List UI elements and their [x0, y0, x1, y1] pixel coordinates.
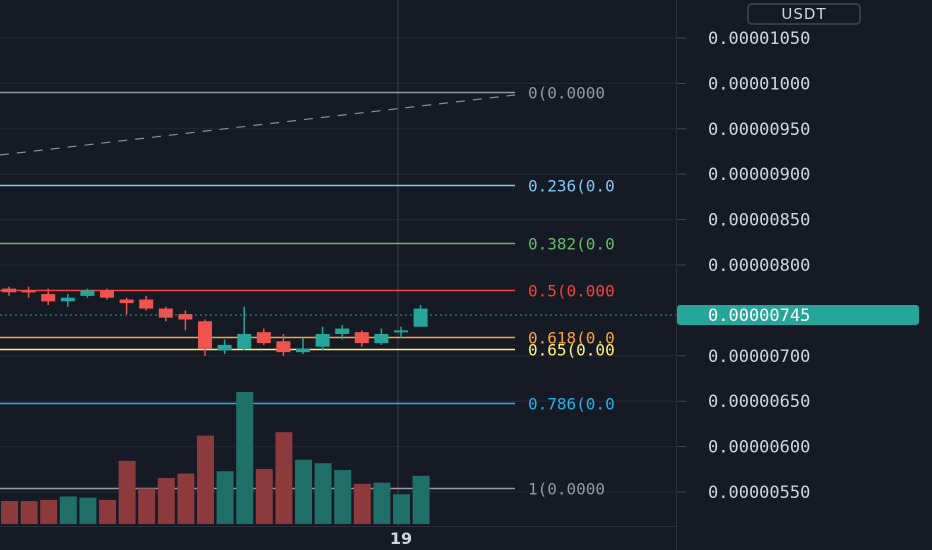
- currency-label: USDT: [781, 5, 826, 23]
- price-tick-label: 0.00000600: [708, 438, 810, 458]
- candle-body: [139, 299, 154, 309]
- candle-body: [198, 321, 212, 349]
- volume-bar: [412, 475, 430, 524]
- candle-body: [100, 290, 114, 298]
- volume-bar: [157, 478, 175, 524]
- time-axis[interactable]: 19: [390, 529, 412, 548]
- volume-bar: [236, 392, 254, 524]
- candle-body: [158, 308, 173, 318]
- price-tick-label: 0.00000900: [708, 165, 810, 185]
- candle-body: [394, 330, 408, 333]
- price-axis[interactable]: 0.00001050 0.00001000 0.00000950 0.00000900…: [677, 29, 810, 503]
- candle-body: [178, 314, 193, 320]
- volume-bar: [40, 499, 58, 524]
- time-tick-label: 19: [390, 529, 412, 548]
- current-price-value: 0.00000745: [708, 306, 810, 326]
- fib-level-label: 0(0.0000: [528, 84, 605, 103]
- fib-level-label: 0.65(0.00: [528, 341, 615, 360]
- volume-bar: [79, 497, 97, 524]
- volume-bar: [334, 470, 352, 524]
- price-tick-label: 0.00001000: [708, 74, 810, 94]
- fib-level-label: 0.618(0.0: [528, 329, 615, 348]
- volume-bar: [177, 473, 195, 524]
- candle-body: [60, 297, 75, 302]
- candle-body: [354, 332, 369, 344]
- volume-bar: [1, 501, 18, 524]
- volume-bar: [373, 482, 391, 524]
- candle-body: [315, 334, 330, 347]
- fib-level-label: 0.236(0.0: [528, 177, 615, 196]
- volume-bar: [197, 435, 214, 524]
- candle-body: [41, 294, 56, 302]
- volume-bar: [99, 499, 116, 524]
- candle-body: [256, 332, 271, 344]
- candle-body: [217, 344, 232, 351]
- candle-body: [80, 290, 95, 296]
- candle-body: [413, 308, 428, 327]
- price-tick-label: 0.00000700: [708, 347, 810, 367]
- volume-bar: [59, 496, 77, 524]
- candle-body: [296, 348, 310, 353]
- fib-level-label: 0.5(0.000: [528, 282, 615, 301]
- price-tick-label: 0.00000850: [708, 211, 810, 231]
- volume-bar: [216, 471, 234, 524]
- currency-badge-frame: [747, 3, 861, 25]
- volume-bar: [118, 460, 136, 524]
- volume-bar: [138, 488, 156, 524]
- volume-bar: [255, 468, 273, 524]
- price-tick-label: 0.00000650: [708, 392, 810, 412]
- price-tick-label: 0.00000550: [708, 483, 810, 503]
- volume-bar: [295, 459, 312, 524]
- price-tick-label: 0.00000800: [708, 256, 810, 276]
- price-tick-label: 0.00000950: [708, 120, 810, 140]
- candle-body: [2, 288, 16, 293]
- candlesticks: [2, 286, 428, 356]
- price-tick-label: 0.00001050: [708, 29, 810, 49]
- candle-body: [374, 334, 389, 344]
- current-price-tag: 0.00000745: [677, 304, 919, 326]
- candle-body: [119, 299, 134, 304]
- currency-badge[interactable]: USDT: [747, 3, 861, 25]
- candle-body: [237, 334, 252, 349]
- candle-body: [21, 290, 36, 293]
- volume-bar: [20, 501, 38, 524]
- fib-trend-line[interactable]: [0, 94, 516, 156]
- fib-level-label: 1(0.0000: [528, 480, 605, 499]
- fib-level-label: 0.786(0.0: [528, 395, 615, 414]
- candle-body: [335, 328, 350, 335]
- volume-bar: [353, 483, 371, 524]
- volume-bar: [393, 494, 410, 524]
- current-price-tag-bg: [677, 304, 919, 325]
- candle-body: [276, 341, 291, 353]
- fib-level-label: 0.382(0.0: [528, 235, 615, 254]
- volume-bar: [314, 463, 332, 524]
- volume-bar: [275, 432, 293, 524]
- volume-bars: [1, 392, 430, 524]
